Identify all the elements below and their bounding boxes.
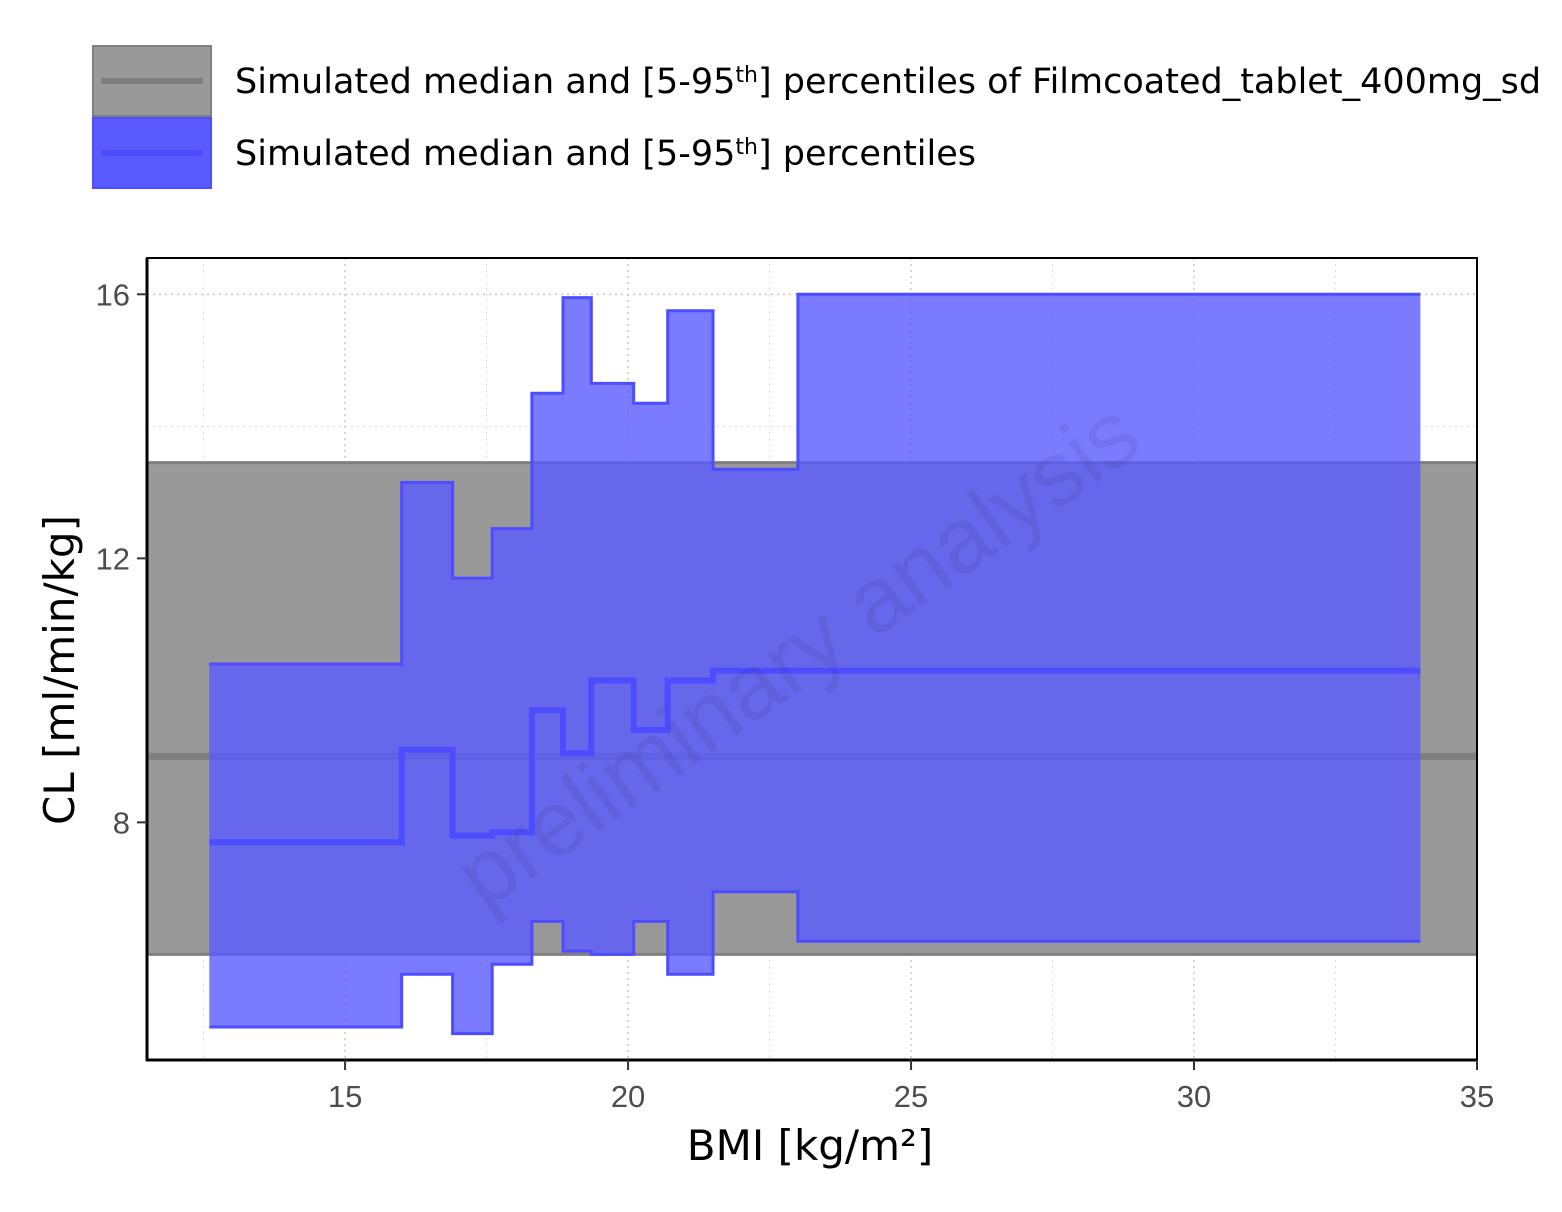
simulated-median-line xyxy=(209,667,1421,846)
x-tick-label: 20 xyxy=(611,1079,645,1114)
x-tick-label: 25 xyxy=(894,1079,928,1114)
axes: 15 20 25 30 35 8 12 16 xyxy=(96,257,1494,1114)
legend: Simulated median and [5-95th] percentile… xyxy=(92,45,1541,189)
y-tick-label: 12 xyxy=(96,541,130,576)
x-tick-label: 15 xyxy=(328,1079,362,1114)
simulated-p5-line xyxy=(209,890,1421,1036)
simulated-ribbon xyxy=(209,294,1421,1034)
x-tick-label: 35 xyxy=(1460,1079,1494,1114)
y-axis-title: CL [ml/min/kg] xyxy=(35,515,84,825)
legend-label-reference: Simulated median and [5-95th] percentile… xyxy=(235,62,1541,102)
y-tick-label: 8 xyxy=(113,805,130,840)
x-axis-title: BMI [kg/m²] xyxy=(687,1121,933,1170)
x-tick-label: 30 xyxy=(1177,1079,1211,1114)
y-tick-label: 16 xyxy=(96,277,130,312)
legend-label-simulated: Simulated median and [5-95th] percentile… xyxy=(235,134,976,174)
plot-area: preliminary analysis xyxy=(147,258,1478,1060)
simulated-p95-line xyxy=(209,292,1421,666)
